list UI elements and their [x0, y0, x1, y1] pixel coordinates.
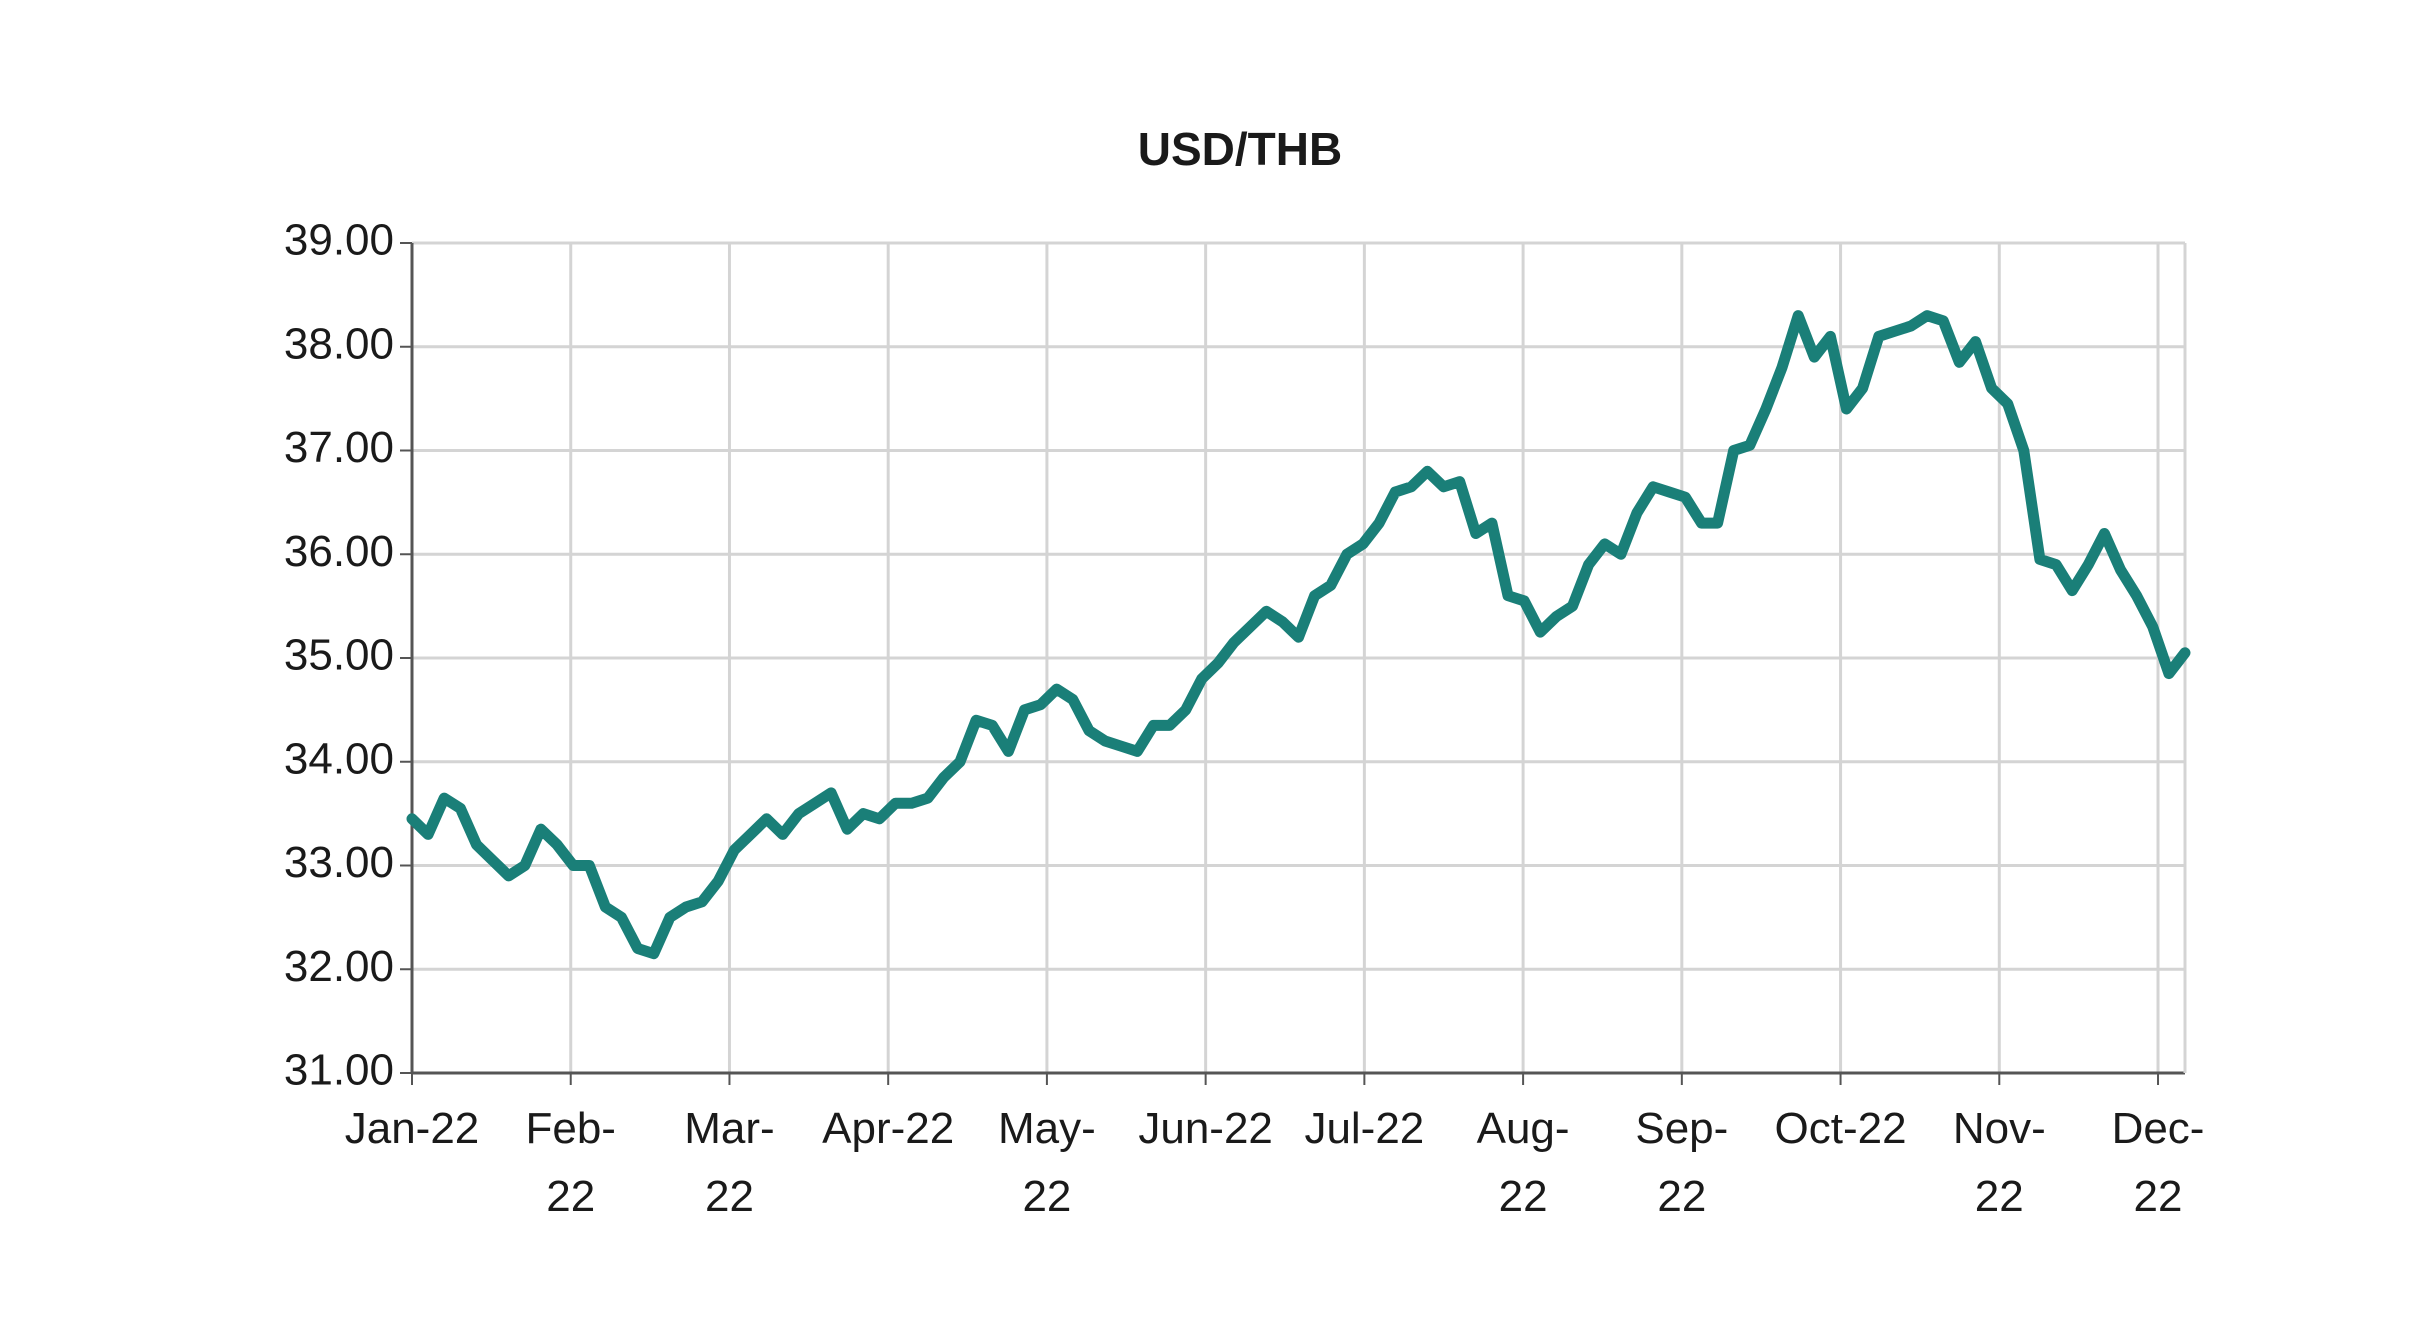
x-tick-label-line: May- — [998, 1104, 1096, 1153]
x-tick-label-line: Feb- — [525, 1104, 615, 1153]
x-tick-label-line: Jan-22 — [345, 1104, 480, 1153]
chart-title: USD/THB — [1138, 123, 1342, 175]
x-tick-label: Aug- 22 — [1477, 1104, 1570, 1221]
x-tick-label-line: 22 — [1499, 1172, 1548, 1221]
x-tick-label: Apr-22 — [822, 1104, 954, 1153]
x-tick-label: Dec- 22 — [2112, 1104, 2205, 1221]
x-tick-label-line: Mar- — [684, 1104, 774, 1153]
x-tick-label-line: Sep- — [1635, 1104, 1728, 1153]
y-tick-label: 35.00 — [284, 631, 394, 680]
y-tick-label: 38.00 — [284, 319, 394, 368]
y-tick-label: 32.00 — [284, 942, 394, 991]
x-tick-label-line: Aug- — [1477, 1104, 1570, 1153]
x-tick-label-line: 22 — [705, 1172, 754, 1221]
y-tick-label: 36.00 — [284, 527, 394, 576]
x-tick-label: Sep- 22 — [1635, 1104, 1728, 1221]
y-tick-label: 37.00 — [284, 423, 394, 472]
x-tick-label: Mar- 22 — [684, 1104, 774, 1221]
series-line — [406, 310, 2191, 960]
x-tick-label-line: 22 — [546, 1172, 595, 1221]
x-tick-label-line: 22 — [1975, 1172, 2024, 1221]
y-tick-label: 33.00 — [284, 838, 394, 887]
x-tick-label-line: Nov- — [1953, 1104, 2046, 1153]
y-tick-label: 34.00 — [284, 734, 394, 783]
x-tick-label: Nov- 22 — [1953, 1104, 2046, 1221]
y-tick-label: 39.00 — [284, 216, 394, 265]
x-tick-label: Oct-22 — [1775, 1104, 1907, 1153]
x-tick-label-line: Jun-22 — [1138, 1104, 1273, 1153]
x-tick-label: May- 22 — [998, 1104, 1096, 1221]
x-tick-label-line: 22 — [2134, 1172, 2183, 1221]
x-tick-label-line: Oct-22 — [1775, 1104, 1907, 1153]
x-tick-label-line: Dec- — [2112, 1104, 2205, 1153]
x-tick-label-line: Apr-22 — [822, 1104, 954, 1153]
x-tick-label: Jun-22 — [1138, 1104, 1273, 1153]
x-tick-label-line: Jul-22 — [1304, 1104, 1424, 1153]
x-tick-label: Jul-22 — [1304, 1104, 1424, 1153]
x-tick-label: Feb- 22 — [525, 1104, 615, 1221]
x-tick-label-line: 22 — [1657, 1172, 1706, 1221]
x-tick-label: Jan-22 — [345, 1104, 480, 1153]
y-tick-label: 31.00 — [284, 1046, 394, 1095]
x-tick-label-line: 22 — [1022, 1172, 1071, 1221]
